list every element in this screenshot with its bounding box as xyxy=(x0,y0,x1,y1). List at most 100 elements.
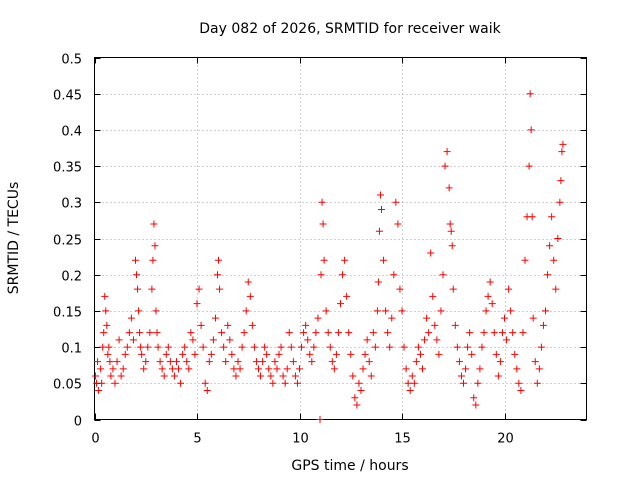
data-point xyxy=(451,321,459,329)
data-point xyxy=(242,307,250,315)
data-point xyxy=(153,329,161,337)
data-point xyxy=(137,343,145,351)
data-point xyxy=(394,220,402,228)
data-point xyxy=(546,242,554,250)
data-point xyxy=(435,350,443,358)
data-point xyxy=(519,329,527,337)
data-point xyxy=(559,140,567,148)
data-point xyxy=(215,256,223,264)
data-point xyxy=(322,307,330,315)
data-point xyxy=(453,343,461,351)
data-point xyxy=(457,372,465,380)
data-point xyxy=(375,227,383,235)
data-point xyxy=(199,343,207,351)
data-point xyxy=(138,350,146,358)
data-point xyxy=(412,358,420,366)
data-point xyxy=(404,379,412,387)
data-point xyxy=(402,365,410,373)
data-point xyxy=(388,314,396,322)
data-point xyxy=(398,307,406,315)
data-point xyxy=(392,198,400,206)
y-axis-label: SRMTID / TECUs xyxy=(6,182,22,295)
data-point xyxy=(494,372,502,380)
data-point xyxy=(283,365,291,373)
data-point xyxy=(462,365,470,373)
data-point xyxy=(414,343,422,351)
data-point xyxy=(203,387,211,395)
data-point xyxy=(449,285,457,293)
data-point xyxy=(189,336,197,344)
data-point xyxy=(183,358,191,366)
grid xyxy=(94,57,587,420)
data-point xyxy=(132,256,139,264)
data-point xyxy=(170,372,178,380)
data-point xyxy=(474,379,482,387)
data-point xyxy=(501,314,508,322)
data-point xyxy=(441,162,449,170)
data-point xyxy=(343,292,351,300)
data-point xyxy=(521,256,529,264)
data-point xyxy=(357,387,365,395)
data-point xyxy=(104,350,112,358)
y-tick-label: 0.25 xyxy=(53,234,82,249)
data-point xyxy=(419,365,426,373)
data-point xyxy=(193,300,201,308)
data-point xyxy=(330,365,338,373)
data-point xyxy=(511,350,519,358)
data-point xyxy=(236,365,244,373)
data-point xyxy=(179,350,187,358)
y-tick-label: 0.1 xyxy=(61,342,82,357)
data-point xyxy=(455,358,463,366)
data-point xyxy=(205,358,213,366)
data-point xyxy=(365,358,373,366)
data-point xyxy=(135,307,143,315)
data-point xyxy=(197,321,205,329)
data-point xyxy=(265,365,273,373)
data-point xyxy=(374,278,382,286)
data-point xyxy=(556,198,564,206)
data-point xyxy=(347,350,355,358)
data-point xyxy=(175,365,183,373)
data-point xyxy=(509,329,517,337)
data-point xyxy=(160,372,168,380)
data-point xyxy=(129,336,137,344)
data-point xyxy=(142,358,150,366)
data-point xyxy=(281,379,289,387)
data-point xyxy=(92,372,100,380)
data-point xyxy=(445,184,453,192)
data-point xyxy=(103,321,111,329)
data-point xyxy=(410,379,418,387)
data-point xyxy=(257,372,265,380)
data-point xyxy=(537,343,545,351)
data-point xyxy=(150,220,158,228)
data-point xyxy=(550,256,558,264)
data-point xyxy=(507,307,515,315)
data-point xyxy=(238,343,246,351)
data-point xyxy=(337,300,344,308)
y-tick-label: 0.2 xyxy=(61,270,82,285)
data-point xyxy=(304,336,312,344)
data-points xyxy=(92,90,567,423)
data-point xyxy=(332,350,340,358)
data-point xyxy=(503,336,511,344)
data-point xyxy=(106,358,114,366)
data-point xyxy=(558,148,566,156)
data-point xyxy=(105,343,113,351)
data-point xyxy=(201,379,209,387)
data-point xyxy=(328,358,336,366)
data-point xyxy=(117,372,125,380)
x-axis-label: GPS time / hours xyxy=(291,458,408,474)
data-point xyxy=(255,365,262,373)
data-point xyxy=(115,336,123,344)
data-point xyxy=(429,292,437,300)
data-point xyxy=(447,227,455,235)
data-point xyxy=(349,372,357,380)
data-point xyxy=(528,213,536,221)
data-point xyxy=(310,343,318,351)
data-point xyxy=(177,379,185,387)
data-point xyxy=(246,292,254,300)
data-point xyxy=(390,271,398,279)
data-point xyxy=(263,350,271,358)
data-point xyxy=(146,329,154,337)
data-point xyxy=(95,387,103,395)
